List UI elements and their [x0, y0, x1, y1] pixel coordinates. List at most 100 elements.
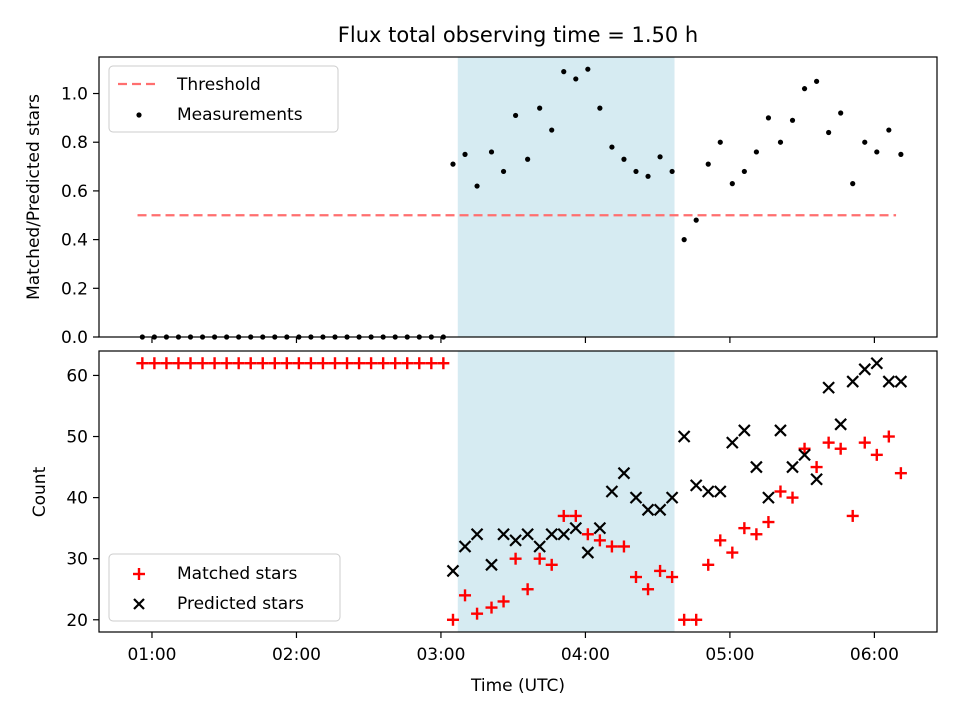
matched-star-point	[786, 491, 799, 504]
predicted-star-point	[726, 436, 739, 449]
measurement-point	[669, 168, 675, 175]
bottom-y-ticks: 20 30 40 50 60	[66, 366, 99, 631]
predicted-star-point	[713, 485, 727, 498]
matched-star-point	[557, 509, 570, 522]
measurement-point	[488, 149, 495, 155]
predicted-star-point	[701, 485, 715, 498]
measurement-point	[789, 117, 796, 123]
bottom-y-tick-label: 50	[66, 428, 88, 448]
matched-star-point	[196, 357, 209, 370]
measurement-point	[525, 156, 531, 162]
matched-star-point	[485, 601, 498, 614]
predicted-star-point	[497, 527, 510, 541]
matched-star-point	[268, 357, 281, 370]
top-y-tick-label: 0.6	[61, 182, 88, 202]
predicted-star-point	[677, 430, 691, 443]
top-legend: Threshold Measurements	[108, 65, 339, 133]
measurement-point	[693, 217, 699, 223]
matched-star-point	[497, 595, 510, 608]
measurement-point	[838, 110, 844, 116]
matched-star-point	[148, 357, 161, 370]
matched-star-point	[810, 461, 823, 474]
predicted-star-point	[641, 503, 655, 517]
matched-star-point	[220, 357, 233, 370]
matched-star-point	[509, 552, 522, 565]
matched-star-point	[280, 357, 293, 370]
measurement-point	[765, 115, 772, 121]
bottom-legend-box	[108, 553, 341, 622]
measurement-point	[753, 149, 759, 155]
matched-star-point	[581, 528, 594, 541]
matched-star-point	[256, 357, 269, 370]
predicted-star-point	[834, 418, 847, 431]
predicted-star-point	[569, 521, 583, 535]
matched-star-point	[894, 467, 907, 480]
top-x-ticks	[151, 337, 875, 343]
matched-star-point	[654, 564, 667, 577]
matched-star-point	[377, 357, 390, 370]
predicted-star-point	[446, 564, 460, 578]
matched-star-point	[160, 357, 173, 370]
bottom-axes-frame	[98, 350, 938, 633]
measurement-point	[561, 69, 567, 75]
predicted-star-point	[545, 527, 558, 541]
predicted-star-point	[629, 491, 643, 504]
matched-star-point	[642, 583, 655, 596]
measurement-point	[717, 139, 723, 145]
matched-star-point	[533, 552, 546, 565]
bottom-y-tick-label: 40	[66, 489, 88, 509]
measurement-point	[597, 105, 603, 111]
predicted-star-point	[458, 540, 472, 553]
top-y-tick-label: 0.0	[61, 328, 88, 348]
predicted-star-point	[557, 527, 571, 541]
predicted-star-point	[798, 448, 811, 462]
matched-star-point	[459, 589, 472, 602]
measurement-point	[645, 173, 651, 179]
matched-star-point	[184, 357, 197, 370]
matched-star-point	[365, 357, 378, 370]
predicted-star-point	[774, 424, 787, 437]
matched-star-point	[328, 357, 341, 370]
measurement-point	[549, 127, 555, 133]
x-tick-label: 03:00	[416, 645, 465, 665]
measurement-point	[801, 86, 808, 92]
x-tick-label: 01:00	[127, 645, 176, 665]
matched-star-point	[834, 442, 847, 455]
bottom-x-ticks: 01:00 02:00 03:00 04:00 05:00 06:00	[127, 632, 899, 665]
predicted-star-point	[786, 460, 799, 474]
measurement-point	[500, 168, 507, 175]
matched-star-point	[629, 571, 642, 584]
matched-star-point	[569, 509, 582, 522]
legend-threshold-label: Threshold	[176, 75, 261, 95]
measurement-point	[585, 66, 591, 72]
legend-predicted-label: Predicted stars	[177, 594, 304, 614]
bottom-legend: Matched stars Predicted stars	[108, 553, 341, 622]
matched-star-point	[446, 613, 459, 626]
x-axis-label: Time (UTC)	[470, 676, 565, 696]
measurement-point	[609, 144, 615, 150]
measurement-points	[139, 66, 904, 340]
top-y-axis-label: Matched/Predicted stars	[24, 94, 44, 300]
x-tick-label: 02:00	[272, 645, 321, 665]
matched-star-point	[304, 357, 317, 370]
matched-star-point	[605, 540, 618, 553]
matched-star-point	[702, 558, 715, 571]
count-points	[136, 356, 908, 626]
matched-star-point	[690, 613, 703, 626]
matched-star-point	[666, 571, 679, 584]
chart-title: Flux total observing time = 1.50 h	[338, 23, 698, 47]
measurement-point	[474, 183, 480, 189]
predicted-star-point	[653, 503, 667, 517]
measurement-point	[512, 112, 519, 119]
matched-star-point	[521, 583, 534, 596]
predicted-star-point	[485, 558, 498, 572]
predicted-star-point	[738, 424, 751, 437]
matched-star-point	[401, 357, 414, 370]
matched-star-point	[750, 528, 763, 541]
matched-star-point	[678, 613, 691, 626]
bottom-highlight-span	[457, 351, 675, 632]
matched-star-point	[172, 357, 185, 370]
predicted-star-point	[858, 363, 872, 376]
matched-star-point	[774, 485, 787, 498]
measurement-point	[573, 76, 579, 82]
